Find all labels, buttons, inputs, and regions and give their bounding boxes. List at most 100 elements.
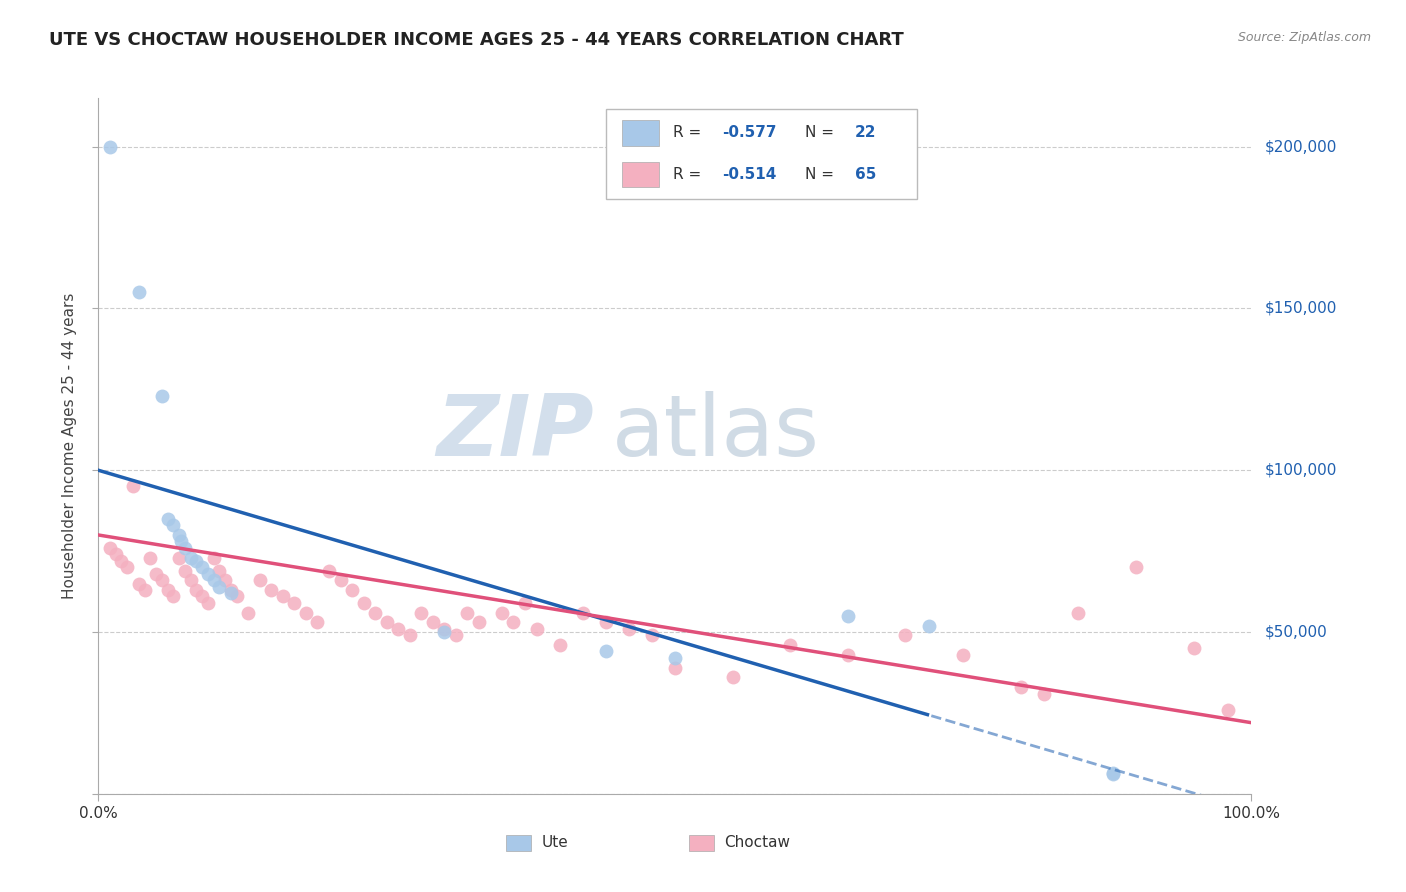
Text: Source: ZipAtlas.com: Source: ZipAtlas.com	[1237, 31, 1371, 45]
Point	[98, 139, 121, 153]
Point	[202, 574, 225, 588]
Text: $150,000: $150,000	[1265, 301, 1337, 316]
Point	[894, 628, 917, 642]
Point	[433, 622, 456, 636]
Point	[174, 564, 197, 578]
Point	[1067, 606, 1090, 620]
Point	[139, 550, 162, 565]
Point	[595, 644, 617, 658]
Point	[1102, 765, 1125, 780]
Point	[208, 564, 231, 578]
Text: -0.577: -0.577	[723, 126, 776, 140]
Point	[150, 389, 173, 403]
Point	[456, 606, 478, 620]
Point	[214, 574, 236, 588]
Text: 22: 22	[855, 126, 876, 140]
Point	[548, 638, 571, 652]
Point	[167, 528, 190, 542]
Point	[468, 615, 491, 630]
Text: $200,000: $200,000	[1265, 139, 1337, 154]
Text: N =: N =	[806, 126, 839, 140]
Point	[170, 534, 193, 549]
Point	[837, 648, 859, 662]
Point	[353, 596, 375, 610]
Point	[1218, 703, 1240, 717]
Point	[145, 566, 167, 581]
Text: UTE VS CHOCTAW HOUSEHOLDER INCOME AGES 25 - 44 YEARS CORRELATION CHART: UTE VS CHOCTAW HOUSEHOLDER INCOME AGES 2…	[49, 31, 904, 49]
Point	[197, 596, 219, 610]
Text: R =: R =	[672, 126, 706, 140]
Point	[191, 590, 214, 604]
Point	[411, 606, 433, 620]
Point	[167, 550, 190, 565]
Point	[502, 615, 524, 630]
Point	[422, 615, 444, 630]
Point	[283, 596, 305, 610]
Point	[375, 615, 398, 630]
Point	[225, 590, 247, 604]
Text: 65: 65	[855, 167, 876, 182]
Point	[238, 606, 260, 620]
Point	[156, 582, 179, 597]
Point	[271, 590, 294, 604]
Text: Choctaw: Choctaw	[724, 836, 790, 850]
Point	[208, 580, 231, 594]
Point	[150, 574, 173, 588]
FancyBboxPatch shape	[621, 162, 659, 187]
Point	[295, 606, 318, 620]
Point	[364, 606, 387, 620]
Point	[1125, 560, 1147, 574]
Point	[837, 608, 859, 623]
Text: $50,000: $50,000	[1265, 624, 1329, 640]
Point	[219, 586, 242, 600]
Point	[191, 560, 214, 574]
Point	[110, 554, 132, 568]
Point	[156, 512, 179, 526]
Point	[122, 479, 145, 493]
Point	[202, 550, 225, 565]
Point	[180, 550, 202, 565]
Text: N =: N =	[806, 167, 839, 182]
Point	[513, 596, 536, 610]
Text: -0.514: -0.514	[723, 167, 776, 182]
Point	[186, 582, 208, 597]
Point	[721, 670, 744, 684]
Point	[641, 628, 664, 642]
Point	[595, 615, 617, 630]
Point	[1010, 680, 1032, 694]
Point	[664, 661, 686, 675]
Point	[571, 606, 593, 620]
Point	[128, 285, 150, 300]
Point	[307, 615, 329, 630]
Point	[197, 566, 219, 581]
Point	[444, 628, 467, 642]
Point	[1102, 767, 1125, 781]
Point	[117, 560, 139, 574]
Point	[664, 651, 686, 665]
Point	[174, 541, 197, 555]
Point	[329, 574, 352, 588]
Point	[952, 648, 974, 662]
Point	[917, 618, 939, 632]
Point	[398, 628, 420, 642]
Point	[128, 576, 150, 591]
Text: $100,000: $100,000	[1265, 463, 1337, 478]
Point	[433, 625, 456, 640]
Point	[387, 622, 409, 636]
Point	[98, 541, 121, 555]
Point	[617, 622, 640, 636]
Text: Ute: Ute	[541, 836, 568, 850]
Text: ZIP: ZIP	[436, 391, 595, 474]
Point	[186, 554, 208, 568]
Point	[779, 638, 801, 652]
Point	[219, 582, 242, 597]
Point	[162, 590, 184, 604]
Point	[318, 564, 340, 578]
Point	[162, 518, 184, 533]
Point	[104, 548, 127, 562]
Point	[491, 606, 513, 620]
Point	[1032, 687, 1054, 701]
Point	[134, 582, 156, 597]
FancyBboxPatch shape	[606, 109, 917, 199]
FancyBboxPatch shape	[621, 120, 659, 145]
